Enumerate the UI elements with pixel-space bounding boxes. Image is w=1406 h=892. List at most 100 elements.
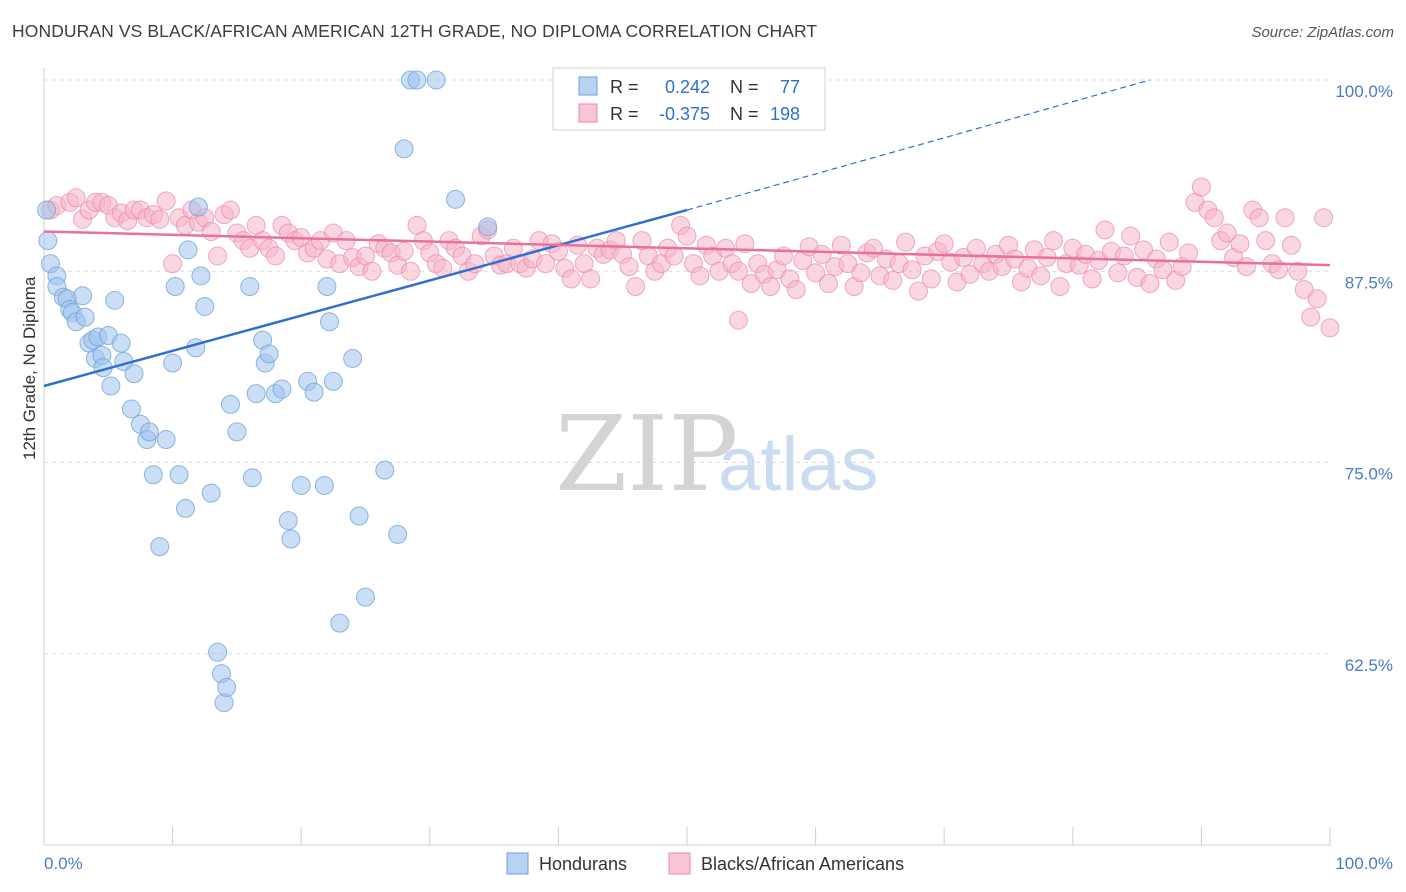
point-blacks <box>362 261 382 281</box>
point-blacks <box>401 261 421 281</box>
point-blacks <box>1204 208 1224 228</box>
point-hondurans <box>343 348 363 368</box>
x-tick-label-left: 0.0% <box>44 854 83 873</box>
point-hondurans <box>169 465 189 485</box>
point-blacks <box>1191 177 1211 197</box>
point-hondurans <box>101 376 121 396</box>
point-hondurans <box>319 312 339 332</box>
point-blacks <box>735 234 755 254</box>
watermark: ZIP atlas <box>555 393 879 515</box>
point-blacks <box>581 269 601 289</box>
legend-n-value-2: 198 <box>770 104 800 124</box>
x-tick-label-right: 100.0% <box>1335 854 1393 873</box>
point-hondurans <box>356 587 375 607</box>
point-blacks <box>690 266 710 286</box>
point-hondurans <box>201 483 221 503</box>
point-hondurans <box>156 430 176 450</box>
point-hondurans <box>291 475 311 495</box>
watermark-atlas: atlas <box>718 422 879 507</box>
point-hondurans <box>304 382 324 402</box>
bottom-legend-swatch-blacks <box>668 852 691 875</box>
point-blacks <box>536 254 556 274</box>
point-blacks <box>1320 318 1340 338</box>
point-blacks <box>728 261 748 281</box>
legend-n-label-2: N = <box>730 104 759 124</box>
point-hondurans <box>446 189 466 209</box>
y-tick-label: 100.0% <box>1335 82 1393 101</box>
trend-blacks <box>43 230 1331 267</box>
point-hondurans <box>317 277 337 297</box>
point-blacks <box>741 273 761 293</box>
point-blacks <box>1050 277 1070 297</box>
point-hondurans <box>278 511 298 531</box>
legend-frame <box>552 67 826 131</box>
point-hondurans <box>111 333 131 353</box>
point-blacks <box>265 246 285 266</box>
point-blacks <box>677 226 697 246</box>
point-hondurans <box>375 460 395 480</box>
point-blacks <box>1249 208 1269 228</box>
point-blacks <box>1114 246 1134 266</box>
point-hondurans <box>186 338 206 358</box>
point-blacks <box>896 232 916 252</box>
point-blacks <box>619 257 639 277</box>
point-hondurans <box>208 642 228 662</box>
point-hondurans <box>349 506 369 526</box>
point-blacks <box>1314 208 1334 228</box>
point-blacks <box>1121 226 1141 246</box>
point-blacks <box>1230 234 1250 254</box>
point-hondurans <box>139 422 159 442</box>
legend-n-label-1: N = <box>730 77 759 97</box>
point-blacks <box>201 221 221 241</box>
legend-swatch-hondurans <box>578 76 598 96</box>
bottom-legend: Hondurans Blacks/African Americans <box>506 852 904 875</box>
legend-r-label-2: R = <box>610 104 639 124</box>
point-hondurans <box>217 677 237 697</box>
point-blacks <box>163 254 183 274</box>
point-hondurans <box>150 537 170 557</box>
point-blacks <box>1108 263 1128 283</box>
point-blacks <box>1095 220 1115 240</box>
point-blacks <box>156 191 176 211</box>
point-hondurans <box>178 240 198 260</box>
point-hondurans <box>143 465 163 485</box>
watermark-zip: ZIP <box>555 393 738 515</box>
point-blacks <box>812 244 832 264</box>
y-tick-label: 62.5% <box>1345 656 1393 675</box>
point-hondurans <box>220 394 240 414</box>
point-hondurans <box>323 371 343 391</box>
point-hondurans <box>188 197 208 217</box>
point-hondurans <box>121 399 141 419</box>
point-blacks <box>220 200 240 220</box>
point-hondurans <box>407 70 427 90</box>
point-hondurans <box>272 379 292 399</box>
axes <box>43 68 1331 846</box>
point-blacks <box>831 235 851 255</box>
chart-title: HONDURAN VS BLACK/AFRICAN AMERICAN 12TH … <box>12 21 818 41</box>
point-hondurans <box>38 231 58 251</box>
point-hondurans <box>388 524 408 544</box>
point-hondurans <box>246 384 266 404</box>
point-hondurans <box>73 286 93 306</box>
point-blacks <box>1281 235 1301 255</box>
bottom-legend-blacks: Blacks/African Americans <box>701 854 904 874</box>
legend-r-value-2: -0.375 <box>659 104 710 124</box>
point-blacks <box>1140 273 1160 293</box>
point-blacks <box>561 269 581 289</box>
point-hondurans <box>281 529 301 549</box>
point-blacks <box>953 247 973 267</box>
point-blacks <box>1044 231 1064 251</box>
point-hondurans <box>191 266 211 286</box>
point-hondurans <box>165 277 185 297</box>
gridlines <box>44 79 1330 655</box>
point-blacks <box>664 246 684 266</box>
point-hondurans <box>105 290 125 310</box>
point-hondurans <box>478 217 498 237</box>
point-hondurans <box>37 200 57 220</box>
point-hondurans <box>75 307 95 327</box>
point-blacks <box>818 273 838 293</box>
point-blacks <box>1236 257 1256 277</box>
legend-swatch-blacks <box>578 103 598 123</box>
point-blacks <box>626 277 646 297</box>
